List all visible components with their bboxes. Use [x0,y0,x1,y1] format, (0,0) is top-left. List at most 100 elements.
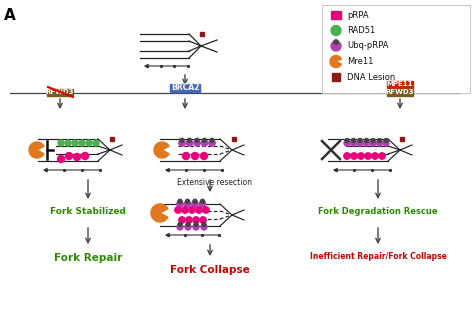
FancyBboxPatch shape [47,88,73,95]
FancyBboxPatch shape [387,88,413,95]
Circle shape [201,140,208,146]
Circle shape [185,199,190,203]
Circle shape [193,224,199,230]
Bar [232,137,236,141]
Circle shape [65,153,73,160]
Circle shape [184,201,191,207]
Circle shape [358,153,364,159]
Circle shape [195,138,199,142]
Circle shape [370,140,376,146]
Circle shape [179,140,185,146]
Circle shape [196,207,202,213]
Circle shape [200,217,206,223]
Circle shape [377,138,382,142]
Circle shape [365,138,368,142]
Circle shape [58,140,64,146]
Bar [332,73,340,81]
Circle shape [193,199,197,203]
Circle shape [65,140,71,146]
Circle shape [351,153,357,159]
Circle shape [331,26,341,36]
Circle shape [209,140,215,146]
Circle shape [175,207,181,213]
Circle shape [177,224,183,230]
Circle shape [186,140,193,146]
Bar [200,32,204,36]
Circle shape [371,138,375,142]
Circle shape [189,207,195,213]
Circle shape [383,140,389,146]
Circle shape [334,40,338,44]
Circle shape [194,140,200,146]
Wedge shape [154,142,169,158]
Circle shape [202,138,207,142]
Text: Extensive resection: Extensive resection [177,178,253,187]
FancyBboxPatch shape [170,84,200,92]
Circle shape [93,140,99,146]
Text: BRCA2: BRCA2 [171,84,199,92]
Circle shape [179,217,185,223]
Circle shape [178,199,182,203]
Circle shape [188,138,191,142]
Circle shape [210,138,214,142]
Text: Fork Degradation Rescue: Fork Degradation Rescue [318,207,438,216]
Circle shape [350,140,356,146]
Circle shape [185,224,191,230]
Circle shape [372,153,378,159]
Circle shape [344,140,350,146]
Circle shape [191,153,199,160]
Bar [322,5,470,93]
Circle shape [358,138,362,142]
Text: Mre11: Mre11 [347,57,374,66]
Bar [110,137,114,141]
Circle shape [203,207,209,213]
Circle shape [331,41,341,51]
Circle shape [384,138,388,142]
Circle shape [201,153,208,160]
Text: RFWD3: RFWD3 [46,89,74,95]
Circle shape [365,153,371,159]
Circle shape [79,140,85,146]
Circle shape [82,153,89,160]
FancyBboxPatch shape [387,81,413,87]
Bar [331,11,341,19]
Circle shape [73,154,81,161]
Wedge shape [151,204,168,222]
Circle shape [178,222,182,226]
Circle shape [180,138,184,142]
Wedge shape [29,142,44,158]
Circle shape [352,138,356,142]
Circle shape [202,222,206,226]
Circle shape [357,140,363,146]
Text: pRPA: pRPA [347,10,369,19]
Circle shape [192,201,198,207]
Wedge shape [330,55,341,68]
Circle shape [379,153,385,159]
Circle shape [182,153,190,160]
Circle shape [201,199,204,203]
Circle shape [376,140,383,146]
Text: Inefficient Repair/Fork Collapse: Inefficient Repair/Fork Collapse [310,252,447,261]
Circle shape [364,140,370,146]
Text: RFWD3: RFWD3 [386,89,414,95]
Circle shape [72,140,78,146]
Circle shape [177,201,183,207]
Circle shape [57,156,64,163]
Text: Fork Collapse: Fork Collapse [170,265,250,275]
Circle shape [186,222,190,226]
Circle shape [199,201,206,207]
Circle shape [345,138,349,142]
Text: RAD51: RAD51 [347,26,375,35]
Circle shape [193,217,199,223]
Text: Ubq-pRPA: Ubq-pRPA [347,42,389,50]
Bar [400,137,404,141]
Text: A: A [4,8,16,23]
Circle shape [86,140,92,146]
Text: MPE11: MPE11 [387,81,413,87]
Circle shape [194,222,198,226]
Text: DNA Lesion: DNA Lesion [347,73,395,82]
Text: Fork Repair: Fork Repair [54,253,122,263]
Text: Fork Stabilized: Fork Stabilized [50,207,126,216]
Circle shape [344,153,350,159]
Circle shape [201,224,207,230]
